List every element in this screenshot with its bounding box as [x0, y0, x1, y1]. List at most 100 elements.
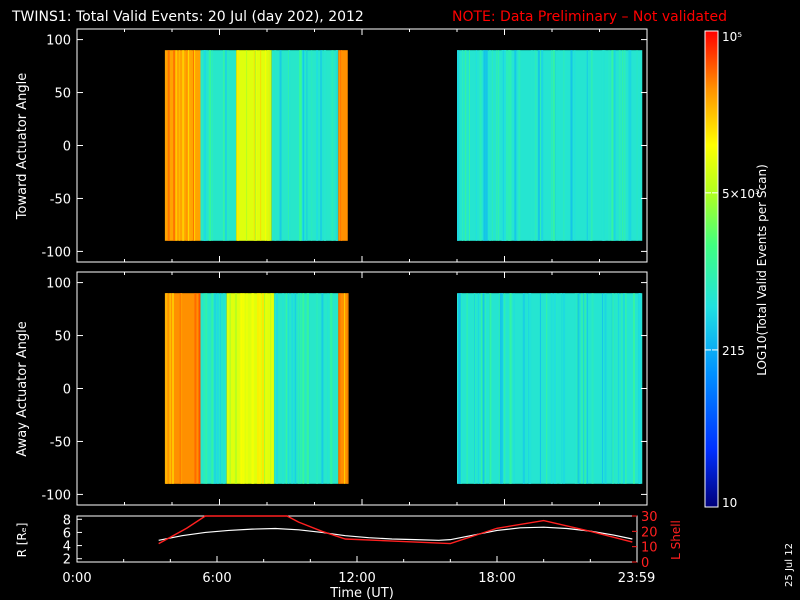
- toward-striation: [501, 50, 504, 241]
- toward-striation: [202, 50, 204, 241]
- away-striation: [171, 293, 173, 484]
- r-ytick-label: 4: [63, 540, 71, 555]
- toward-striation: [303, 50, 305, 241]
- toward-striation: [601, 50, 604, 241]
- away-striation: [458, 293, 461, 484]
- toward-striation: [336, 50, 338, 241]
- away-striation: [489, 293, 492, 484]
- toward-striation: [205, 50, 208, 241]
- away-striation: [483, 293, 486, 484]
- toward-striation: [203, 50, 206, 241]
- away-striation: [291, 293, 294, 484]
- away-striation: [577, 293, 580, 484]
- toward-striation: [590, 50, 593, 241]
- toward-striation: [320, 50, 323, 241]
- r-series-line: [158, 526, 633, 541]
- lshell-ylabel: L Shell: [669, 520, 683, 560]
- toward-striation: [186, 50, 188, 241]
- time-xtick-label: 0:00: [62, 571, 91, 586]
- away-striation: [199, 293, 201, 484]
- away-striation: [211, 293, 214, 484]
- away-striation: [240, 293, 243, 484]
- lshell-ytick-label: 0: [641, 556, 649, 571]
- figure-title: TWINS1: Total Valid Events: 20 Jul (day …: [11, 9, 364, 25]
- away-striation: [302, 293, 305, 484]
- away-striation: [474, 293, 476, 484]
- away-striation: [256, 293, 259, 484]
- toward-striation: [316, 50, 319, 241]
- away-striation: [205, 293, 208, 484]
- away-striation: [234, 293, 237, 484]
- toward-striation: [274, 50, 277, 241]
- away-striation: [339, 293, 341, 484]
- away-striation: [213, 293, 215, 484]
- away-striation: [459, 293, 461, 484]
- toward-striation: [558, 50, 560, 241]
- toward-striation: [618, 50, 621, 241]
- toward-ytick-label: 100: [46, 34, 71, 49]
- toward-striation: [182, 50, 185, 241]
- away-striation: [327, 293, 329, 484]
- away-ylabel: Away Actuator Angle: [15, 321, 30, 456]
- toward-striation: [266, 50, 269, 241]
- time-xtick-label: 12:00: [338, 571, 375, 586]
- toward-striation: [586, 50, 588, 241]
- away-striation: [586, 293, 588, 484]
- colorbar-tick-label: 5×10³: [722, 187, 760, 201]
- toward-striation: [193, 50, 195, 241]
- toward-striation: [464, 50, 466, 241]
- toward-striation: [475, 50, 477, 241]
- away-striation: [498, 293, 500, 484]
- away-striation: [166, 293, 169, 484]
- toward-striation: [167, 50, 170, 241]
- away-striation: [263, 293, 265, 484]
- toward-striation: [514, 50, 517, 241]
- away-striation: [509, 293, 511, 484]
- toward-striation: [485, 50, 488, 241]
- toward-striation: [311, 50, 313, 241]
- toward-striation: [570, 50, 573, 241]
- orbit-lines: [158, 515, 633, 545]
- toward-striation: [506, 50, 508, 241]
- toward-striation: [541, 50, 544, 241]
- toward-striation: [264, 50, 266, 241]
- toward-striation: [553, 50, 556, 241]
- toward-striation: [254, 50, 256, 241]
- away-striation: [482, 293, 485, 484]
- away-striation: [632, 293, 635, 484]
- toward-striation: [224, 50, 227, 241]
- toward-band: [338, 50, 348, 241]
- toward-striation: [341, 50, 343, 241]
- away-striation: [295, 293, 297, 484]
- away-striation: [528, 293, 530, 484]
- colorbar-tick-label: 10: [722, 496, 737, 510]
- toward-striation: [496, 50, 498, 241]
- toward-striation: [530, 50, 533, 241]
- away-striation: [258, 293, 261, 484]
- toward-heatmap: [164, 50, 643, 241]
- toward-striation: [306, 50, 308, 241]
- away-striation: [551, 293, 553, 484]
- toward-striation: [498, 50, 500, 241]
- away-striation: [553, 293, 556, 484]
- away-striation: [307, 293, 310, 484]
- away-striation: [216, 293, 219, 484]
- away-striation: [638, 293, 641, 484]
- away-striation: [504, 293, 506, 484]
- toward-striation: [279, 50, 282, 241]
- toward-striation: [288, 50, 290, 241]
- away-striation: [273, 293, 275, 484]
- toward-ytick-label: -100: [41, 245, 71, 260]
- away-striation: [556, 293, 558, 484]
- away-striation: [615, 293, 618, 484]
- away-striation: [510, 293, 513, 484]
- away-striation: [346, 293, 349, 484]
- away-striation: [604, 293, 607, 484]
- away-striation: [261, 293, 264, 484]
- toward-striation: [491, 50, 493, 241]
- toward-striation: [227, 50, 229, 241]
- time-xlabel: Time (UT): [329, 586, 394, 600]
- toward-striation: [175, 50, 177, 241]
- toward-striation: [270, 50, 272, 241]
